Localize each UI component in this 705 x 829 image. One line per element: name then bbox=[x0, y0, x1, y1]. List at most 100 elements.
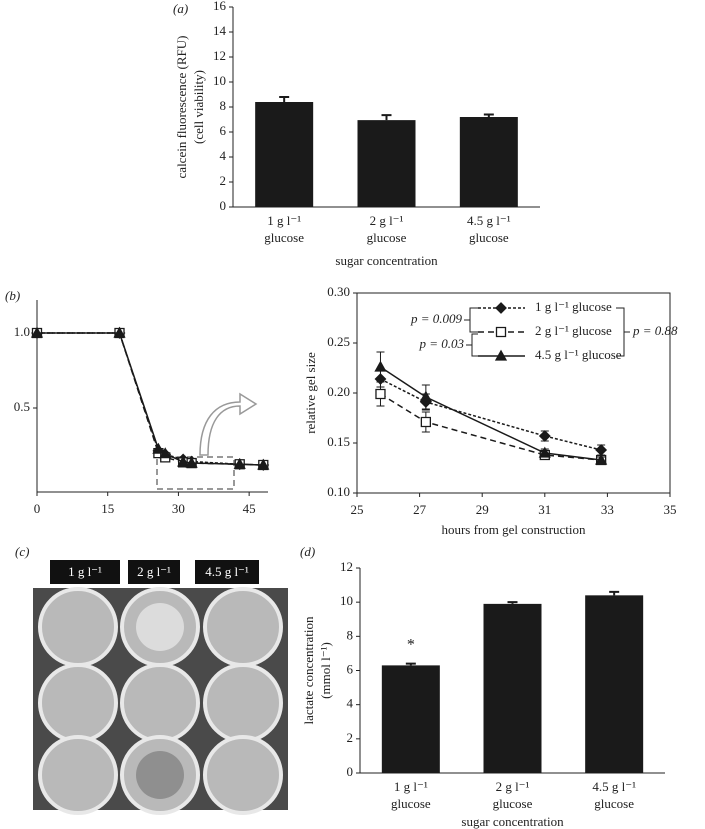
series-line bbox=[380, 393, 602, 461]
legend-label: 1 g l⁻¹ glucose bbox=[535, 299, 612, 314]
marker bbox=[595, 453, 608, 465]
y-tick-label: 0 bbox=[220, 198, 227, 213]
y-tick-label: 0.5 bbox=[14, 399, 30, 414]
caption-box bbox=[195, 560, 259, 584]
y-axis-label: relative gel size bbox=[303, 352, 318, 434]
x-axis-label: sugar concentration bbox=[335, 253, 438, 268]
caption-box bbox=[50, 560, 120, 584]
y-tick-label: 12 bbox=[213, 48, 226, 63]
annotation: * bbox=[407, 636, 415, 653]
marker bbox=[374, 360, 387, 372]
annotation: p = 0.88 bbox=[632, 323, 678, 338]
bar bbox=[255, 102, 314, 207]
error-bar bbox=[483, 113, 494, 117]
y-axis-label: lactate concentration (mmol l⁻¹) bbox=[301, 616, 333, 724]
legend-marker bbox=[495, 326, 507, 338]
y-tick-label: 8 bbox=[220, 98, 227, 113]
y-tick-label: 0.10 bbox=[327, 484, 350, 499]
x-tick-label: 2 g l⁻¹ glucose bbox=[493, 779, 533, 811]
legend-label: 4.5 g l⁻¹ glucose bbox=[535, 347, 622, 362]
y-tick-label: 2 bbox=[347, 730, 354, 745]
marker bbox=[375, 388, 386, 400]
wells bbox=[38, 587, 283, 815]
y-tick-label: 0.15 bbox=[327, 434, 350, 449]
gel bbox=[136, 751, 184, 799]
marker bbox=[152, 442, 165, 454]
marker bbox=[595, 444, 608, 456]
series-line bbox=[37, 332, 264, 466]
caption: 1 g l⁻¹ bbox=[68, 564, 102, 579]
y-tick-label: 0.30 bbox=[327, 284, 350, 299]
y-tick-label: 10 bbox=[213, 73, 226, 88]
y-tick-label: 0.25 bbox=[327, 334, 350, 349]
y-tick-label: 12 bbox=[340, 559, 353, 574]
marker bbox=[30, 326, 44, 338]
x-tick-label: 4.5 g l⁻¹ glucose bbox=[592, 779, 636, 811]
annotation: p = 0.009 bbox=[410, 311, 463, 326]
y-tick-label: 10 bbox=[340, 593, 353, 608]
x-tick-label: 33 bbox=[601, 502, 614, 517]
y-tick-label: 0 bbox=[347, 764, 354, 779]
x-tick-label: 1 g l⁻¹ glucose bbox=[264, 213, 304, 245]
x-tick-label: 27 bbox=[413, 502, 427, 517]
marker bbox=[420, 416, 432, 428]
photo-panel: (c) 1 g l⁻¹ 2 g l⁻¹ 4.5 g l⁻¹ bbox=[15, 544, 288, 815]
caption-box bbox=[128, 560, 180, 584]
panel-label: (d) bbox=[300, 544, 315, 559]
marker bbox=[538, 446, 551, 458]
bracket bbox=[464, 307, 478, 333]
bar bbox=[585, 595, 644, 773]
y-tick-label: 14 bbox=[213, 23, 227, 38]
error-bar bbox=[507, 601, 518, 604]
y-tick-label: 1.0 bbox=[14, 324, 30, 339]
x-axis-label: sugar concentration bbox=[461, 814, 564, 829]
y-axis-label: calcein fluorescence (RFU) (cell viabilit… bbox=[174, 36, 206, 179]
bar bbox=[381, 665, 440, 773]
x-tick-label: 25 bbox=[351, 502, 364, 517]
y-tick-label: 6 bbox=[220, 123, 227, 138]
panel-label: (b) bbox=[5, 288, 20, 303]
bar bbox=[357, 120, 416, 207]
y-tick-label: 0.20 bbox=[327, 384, 350, 399]
error-bar bbox=[609, 590, 620, 596]
marker bbox=[159, 447, 172, 459]
marker bbox=[233, 457, 246, 469]
caption: 4.5 g l⁻¹ bbox=[205, 564, 249, 579]
legend-marker bbox=[495, 302, 507, 314]
y-tick-label: 6 bbox=[347, 661, 354, 676]
error-bar bbox=[279, 96, 290, 102]
bar bbox=[459, 117, 518, 207]
zoom-box bbox=[156, 456, 235, 490]
annotation: p = 0.03 bbox=[418, 336, 464, 351]
marker bbox=[538, 430, 551, 442]
gel bbox=[136, 603, 184, 651]
x-tick-label: 35 bbox=[664, 502, 677, 517]
x-tick-label: 31 bbox=[538, 502, 551, 517]
y-tick-label: 8 bbox=[347, 627, 354, 642]
x-tick-label: 0 bbox=[34, 501, 41, 516]
y-tick-label: 2 bbox=[220, 173, 227, 188]
y-tick-label: 16 bbox=[213, 0, 227, 13]
x-tick-label: 45 bbox=[243, 501, 256, 516]
error-bar bbox=[405, 662, 416, 666]
legend-marker bbox=[494, 349, 508, 361]
bracket bbox=[616, 307, 630, 357]
x-tick-label: 29 bbox=[476, 502, 489, 517]
panel-label: (a) bbox=[173, 1, 188, 16]
bracket bbox=[466, 333, 478, 357]
series-line bbox=[37, 332, 264, 466]
series-line bbox=[380, 378, 602, 451]
y-tick-label: 4 bbox=[347, 696, 354, 711]
x-tick-label: 1 g l⁻¹ glucose bbox=[391, 779, 431, 811]
series-line bbox=[380, 366, 602, 461]
panel-label: (c) bbox=[15, 544, 29, 559]
bar bbox=[483, 603, 542, 773]
x-tick-label: 2 g l⁻¹ glucose bbox=[367, 213, 407, 245]
marker bbox=[257, 458, 270, 470]
series-line bbox=[37, 332, 264, 466]
x-tick-label: 4.5 g l⁻¹ glucose bbox=[467, 213, 511, 245]
x-axis-label: hours from gel construction bbox=[441, 522, 586, 537]
marker bbox=[419, 390, 432, 402]
caption: 2 g l⁻¹ bbox=[137, 564, 171, 579]
